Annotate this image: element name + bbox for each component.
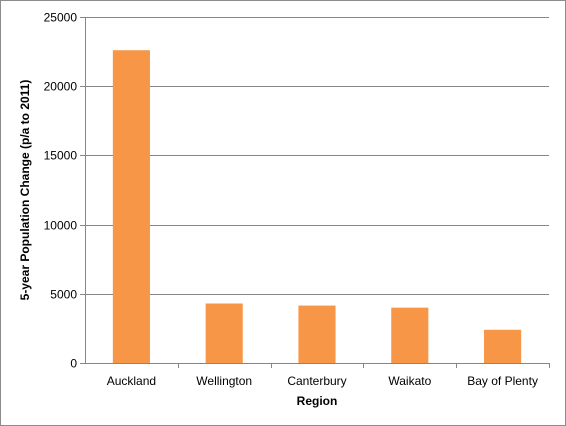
axes bbox=[85, 17, 549, 364]
y-axis-title: 5-year Population Change (p/a to 2011) bbox=[18, 80, 32, 301]
bar-wellington bbox=[205, 303, 243, 363]
x-tick-label: Canterbury bbox=[287, 374, 346, 388]
x-tick-label: Bay of Plenty bbox=[467, 374, 538, 388]
y-tick-label: 20000 bbox=[44, 80, 78, 94]
gridlines bbox=[80, 17, 550, 368]
y-tick-label: 10000 bbox=[44, 219, 78, 233]
x-tick-label: Auckland bbox=[107, 374, 156, 388]
y-tick-label: 15000 bbox=[44, 149, 78, 163]
bar-canterbury bbox=[298, 305, 336, 363]
x-tick-label: Wellington bbox=[196, 374, 252, 388]
x-axis-title: Region bbox=[297, 394, 338, 408]
y-tick-label: 0 bbox=[70, 357, 77, 371]
bar-auckland bbox=[112, 50, 150, 363]
x-tick-label: Waikato bbox=[388, 374, 431, 388]
y-tick-label: 5000 bbox=[50, 288, 77, 302]
y-tick-label: 25000 bbox=[44, 11, 78, 25]
x-tick-labels: Auckland Wellington Canterbury Waikato Bay o… bbox=[107, 374, 538, 388]
y-tick-labels: 0 5000 10000 15000 20000 25000 bbox=[44, 11, 78, 371]
bar-bay-of-plenty bbox=[484, 329, 522, 363]
bar-waikato bbox=[391, 307, 429, 363]
bars bbox=[112, 50, 522, 363]
